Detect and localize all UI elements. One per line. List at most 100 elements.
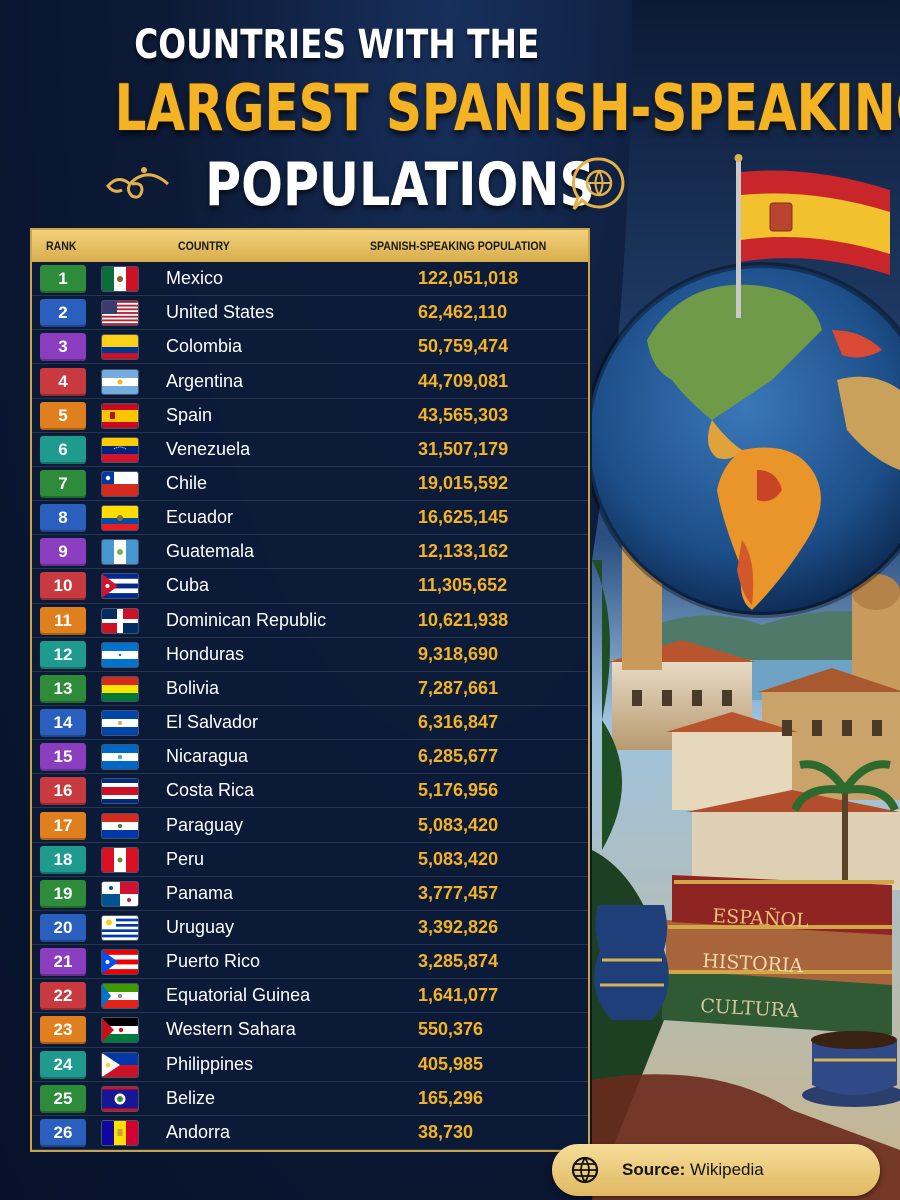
table-row: 8 Ecuador 16,625,145 [32, 501, 588, 536]
rank-badge: 9 [40, 538, 86, 567]
honduras-flag-icon [102, 642, 138, 667]
book-label-espanol: ESPAÑOL [712, 904, 810, 932]
puerto-rico-flag-icon [102, 950, 138, 975]
book-label-historia: HISTORIA [702, 950, 804, 977]
philippines-flag-icon [102, 1052, 138, 1077]
mexico-flag-icon [102, 267, 138, 292]
population-value: 5,083,420 [418, 848, 499, 869]
population-value: 62,462,110 [418, 302, 508, 323]
rank-badge: 6 [40, 435, 86, 464]
table-row: 26 Andorra 38,730 [32, 1116, 588, 1150]
population-value: 3,392,826 [418, 916, 499, 937]
rank-badge: 13 [40, 674, 86, 703]
population-value: 9,318,690 [418, 643, 499, 664]
colombia-flag-icon [102, 335, 138, 360]
rank-badge: 12 [40, 640, 86, 669]
spain-flag-banner [734, 154, 890, 318]
rank-badge: 22 [40, 982, 86, 1011]
population-value: 31,507,179 [418, 438, 509, 459]
population-value: 165,296 [418, 1087, 484, 1108]
country-name: Spain [166, 404, 213, 425]
rank-badge: 14 [40, 709, 86, 738]
population-value: 550,376 [418, 1019, 484, 1040]
rank-badge: 1 [40, 265, 86, 294]
source-value: Wikipedia [690, 1160, 764, 1179]
book-label-cultura: CULTURA [700, 995, 800, 1022]
table-row: 12 Honduras 9,318,690 [32, 638, 588, 672]
rank-badge: 7 [40, 469, 86, 498]
population-value: 50,759,474 [418, 336, 509, 357]
table-row: 20 Uruguay 3,392,826 [32, 911, 588, 946]
uruguay-flag-icon [102, 915, 138, 940]
country-name: Uruguay [166, 916, 235, 937]
country-name: Equatorial Guinea [166, 985, 311, 1006]
rank-badge: 17 [40, 811, 86, 840]
population-value: 6,316,847 [418, 712, 499, 733]
header-population: SPANISH-SPEAKING POPULATION [370, 239, 547, 253]
source-label: Source: [622, 1160, 686, 1179]
rank-badge: 18 [40, 845, 86, 874]
table-row: 14 El Salvador 6,316,847 [32, 706, 588, 741]
table-row: 16 Costa Rica 5,176,956 [32, 774, 588, 809]
rank-badge: 26 [40, 1118, 86, 1147]
coffee-cup [802, 1031, 900, 1107]
country-name: Bolivia [166, 677, 220, 698]
country-name: Western Sahara [166, 1019, 296, 1040]
paraguay-flag-icon [102, 813, 138, 838]
title-line-2: LARGEST SPANISH-SPEAKING [114, 72, 900, 146]
country-name: Ecuador [166, 507, 234, 528]
rank-badge: 16 [40, 777, 86, 806]
rank-badge: 2 [40, 299, 86, 328]
country-name: Nicaragua [166, 746, 249, 767]
country-name: El Salvador [166, 712, 259, 733]
table-row: 17 Paraguay 5,083,420 [32, 808, 588, 843]
nicaragua-flag-icon [102, 745, 138, 770]
argentina-flag-icon [102, 369, 138, 394]
country-name: Peru [166, 848, 205, 869]
bolivia-flag-icon [102, 676, 138, 701]
rank-badge: 8 [40, 504, 86, 533]
population-value: 10,621,938 [418, 609, 509, 630]
el-salvador-flag-icon [102, 711, 138, 736]
rank-badge: 11 [40, 606, 86, 635]
population-value: 16,625,145 [418, 507, 509, 528]
venezuela-flag-icon [102, 437, 138, 462]
population-value: 38,730 [418, 1121, 474, 1142]
cuba-flag-icon [102, 574, 138, 599]
title-line-3: POPULATIONS [205, 150, 595, 220]
table-row: 6 Venezuela 31,507,179 [32, 433, 588, 467]
andorra-flag-icon [102, 1120, 138, 1145]
book-stack [652, 875, 894, 1035]
table-row: 23 Western Sahara 550,376 [32, 1013, 588, 1048]
title-line-1: COUNTRIES WITH THE [134, 22, 540, 68]
rank-badge: 23 [40, 1016, 86, 1045]
rank-badge: 3 [40, 333, 86, 362]
table-row: 11 Dominican Republic 10,621,938 [32, 604, 588, 638]
chile-flag-icon [102, 471, 138, 496]
rank-badge: 25 [40, 1084, 86, 1113]
speech-globe-icon [571, 157, 625, 210]
population-value: 43,565,303 [418, 404, 509, 425]
population-value: 6,285,677 [418, 746, 499, 767]
table-row: 21 Puerto Rico 3,285,874 [32, 945, 588, 980]
country-name: Venezuela [166, 438, 251, 459]
population-value: 19,015,592 [418, 472, 509, 493]
flourish-ornament-icon [106, 167, 169, 199]
population-table: RANK COUNTRY SPANISH-SPEAKING POPULATION… [30, 228, 590, 1152]
table-row: 13 Bolivia 7,287,661 [32, 672, 588, 706]
rank-badge: 10 [40, 572, 86, 601]
table-row: 3 Colombia 50,759,474 [32, 330, 588, 365]
ecuador-flag-icon [102, 506, 138, 531]
country-name: Belize [166, 1087, 216, 1108]
population-value: 5,176,956 [418, 780, 499, 801]
country-name: Chile [166, 472, 208, 493]
rank-badge: 4 [40, 367, 86, 396]
rank-badge: 19 [40, 879, 86, 908]
ceramic-vase [594, 905, 669, 1020]
table-row: 25 Belize 165,296 [32, 1082, 588, 1116]
population-value: 3,285,874 [418, 951, 499, 972]
equatorial-guinea-flag-icon [102, 984, 138, 1009]
globe [592, 262, 900, 618]
rank-badge: 24 [40, 1050, 86, 1079]
country-name: Dominican Republic [166, 609, 327, 630]
